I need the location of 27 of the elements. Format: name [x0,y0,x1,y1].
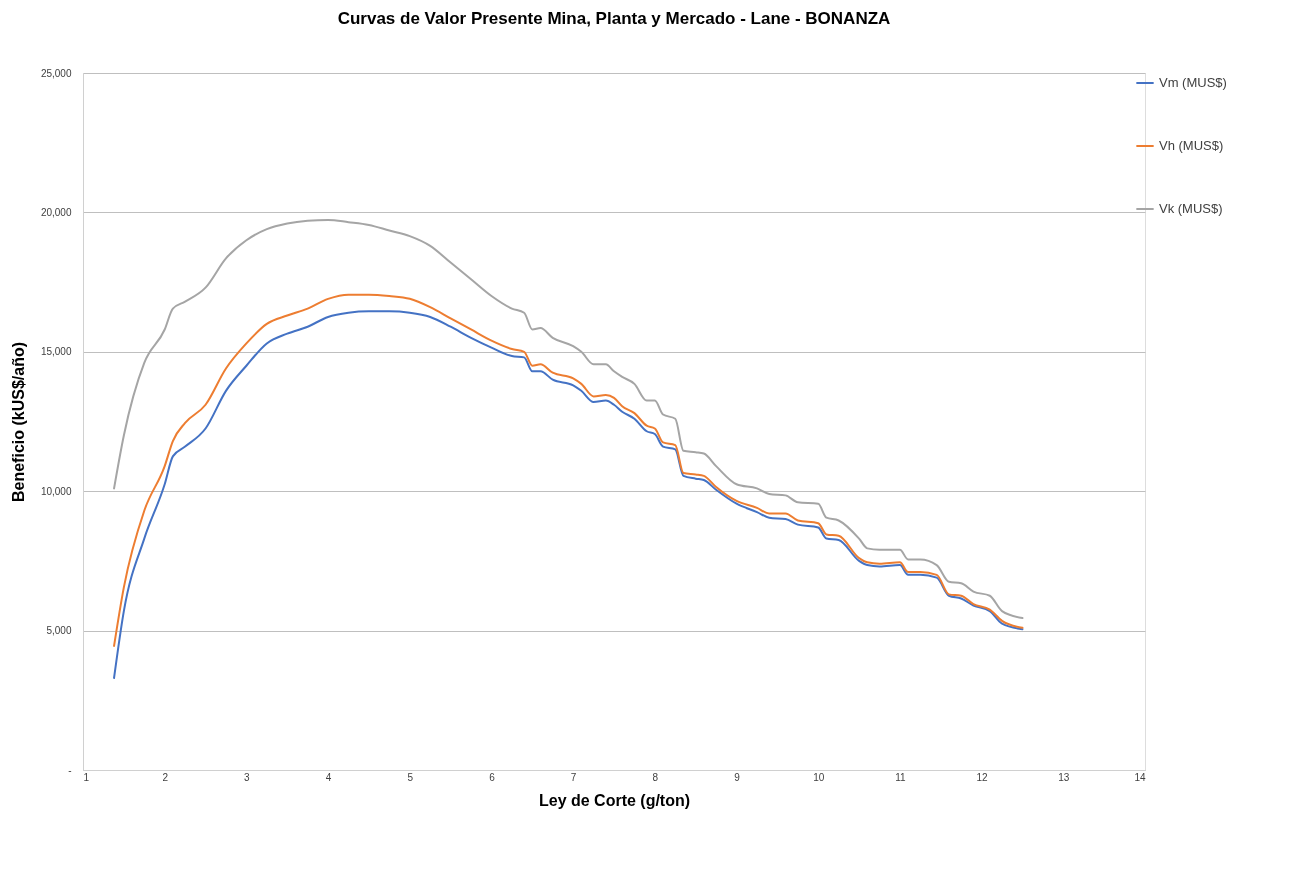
x-tick-label: 11 [895,771,907,783]
y-tick-label: 25,000 [40,67,72,79]
x-tick-label: 6 [489,771,496,783]
x-tick-label: 8 [652,771,659,783]
x-tick-label: 5 [407,771,414,783]
x-tick-label: 4 [325,771,332,783]
x-tick-label: 1 [83,771,90,783]
legend-label: Vh (MUS$) [1159,138,1224,153]
x-tick-label: 14 [1134,771,1146,783]
x-tick-label: 2 [162,771,169,783]
legend-label: Vk (MUS$) [1159,201,1223,216]
chart-title: Curvas de Valor Presente Mina, Planta y Mercado - Lane - BONANZA [337,9,891,28]
y-tick-label: 20,000 [40,206,72,218]
x-tick-label: 13 [1058,771,1070,783]
x-tick-label: 3 [244,771,251,783]
line-series [113,218,1024,620]
y-tick-label: 10,000 [40,485,72,497]
y-tick-label: - [68,764,72,776]
x-axis-title: Ley de Corte (g/ton) [538,791,691,809]
y-tick-label: 5,000 [46,625,72,637]
x-tick-label: 9 [734,771,741,783]
y-axis-title: Beneficio (kUS$/año) [9,341,27,503]
x-tick-label: 12 [976,771,989,783]
y-tick-label: 15,000 [40,346,72,358]
x-tick-label: 10 [813,771,825,783]
x-tick-label: 7 [570,771,577,783]
legend-label: Vm (MUS$) [1159,75,1227,90]
